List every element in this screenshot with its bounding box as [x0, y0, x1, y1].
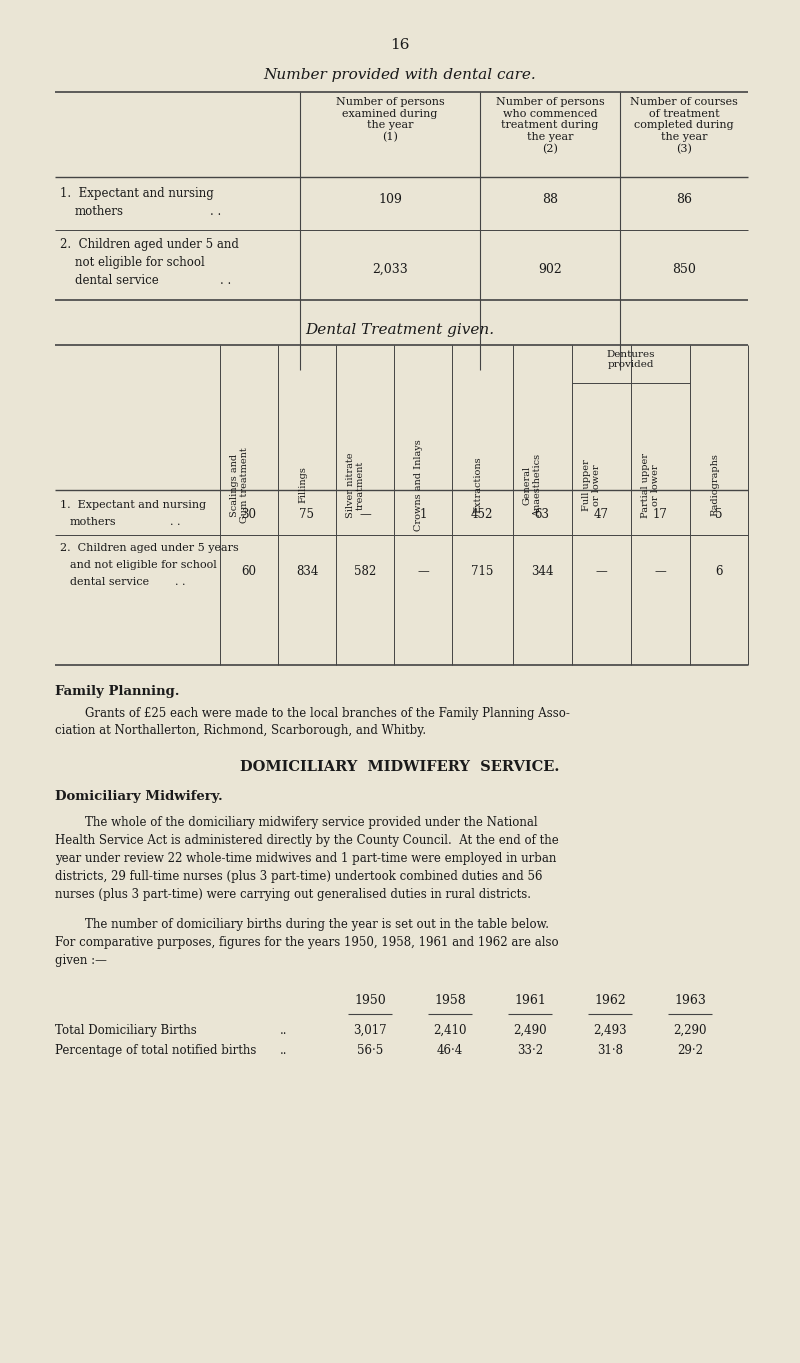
- Text: districts, 29 full-time nurses (plus 3 part-time) undertook combined duties and : districts, 29 full-time nurses (plus 3 p…: [55, 870, 542, 883]
- Text: given :—: given :—: [55, 954, 107, 966]
- Text: 30: 30: [242, 508, 257, 521]
- Text: —: —: [417, 566, 429, 578]
- Text: Partial upper
or lower: Partial upper or lower: [641, 453, 660, 518]
- Text: 452: 452: [471, 508, 493, 521]
- Text: mothers: mothers: [70, 517, 117, 527]
- Text: 29·2: 29·2: [677, 1044, 703, 1056]
- Text: Full upper
or lower: Full upper or lower: [582, 459, 601, 511]
- Text: 63: 63: [534, 508, 550, 521]
- Text: 2,290: 2,290: [674, 1024, 706, 1037]
- Text: For comparative purposes, figures for the years 1950, 1958, 1961 and 1962 are al: For comparative purposes, figures for th…: [55, 936, 558, 949]
- Text: 1950: 1950: [354, 994, 386, 1007]
- Text: DOMICILIARY  MIDWIFERY  SERVICE.: DOMICILIARY MIDWIFERY SERVICE.: [240, 761, 560, 774]
- Text: . .: . .: [210, 204, 222, 218]
- Text: 2,410: 2,410: [434, 1024, 466, 1037]
- Text: not eligible for school: not eligible for school: [75, 256, 205, 269]
- Text: 715: 715: [471, 566, 493, 578]
- Text: 5: 5: [715, 508, 722, 521]
- Text: 17: 17: [653, 508, 667, 521]
- Text: 850: 850: [672, 263, 696, 275]
- Text: 46·4: 46·4: [437, 1044, 463, 1056]
- Text: 2.  Children aged under 5 and: 2. Children aged under 5 and: [60, 239, 239, 251]
- Text: Number of courses
of treatment
completed during
the year
(3): Number of courses of treatment completed…: [630, 97, 738, 154]
- Text: Fillings: Fillings: [298, 466, 307, 503]
- Text: 1: 1: [419, 508, 426, 521]
- Text: 1.  Expectant and nursing: 1. Expectant and nursing: [60, 187, 214, 200]
- Text: The number of domiciliary births during the year is set out in the table below.: The number of domiciliary births during …: [85, 919, 549, 931]
- Text: Health Service Act is administered directly by the County Council.  At the end o: Health Service Act is administered direc…: [55, 834, 558, 846]
- Text: . .: . .: [170, 517, 181, 527]
- Text: General
Anaesthetics: General Anaesthetics: [522, 454, 542, 517]
- Text: 902: 902: [538, 263, 562, 275]
- Text: 1963: 1963: [674, 994, 706, 1007]
- Text: 582: 582: [354, 566, 376, 578]
- Text: 3,017: 3,017: [353, 1024, 387, 1037]
- Text: Number provided with dental care.: Number provided with dental care.: [264, 68, 536, 82]
- Text: Total Domiciliary Births: Total Domiciliary Births: [55, 1024, 197, 1037]
- Text: Radiographs: Radiographs: [710, 454, 719, 517]
- Text: —: —: [359, 508, 371, 521]
- Text: dental service: dental service: [75, 274, 158, 288]
- Text: dental service: dental service: [70, 577, 149, 587]
- Text: and not eligible for school: and not eligible for school: [70, 560, 217, 570]
- Text: 1962: 1962: [594, 994, 626, 1007]
- Text: 16: 16: [390, 38, 410, 52]
- Text: 1958: 1958: [434, 994, 466, 1007]
- Text: 86: 86: [676, 194, 692, 206]
- Text: Crowns and Inlays: Crowns and Inlays: [414, 439, 423, 530]
- Text: —: —: [595, 566, 607, 578]
- Text: 2,490: 2,490: [513, 1024, 547, 1037]
- Text: Family Planning.: Family Planning.: [55, 686, 179, 698]
- Text: Dentures
provided: Dentures provided: [606, 350, 655, 369]
- Text: 88: 88: [542, 194, 558, 206]
- Text: Dental Treatment given.: Dental Treatment given.: [306, 323, 494, 337]
- Text: 60: 60: [242, 566, 257, 578]
- Text: Scalings and
Gum treatment: Scalings and Gum treatment: [230, 447, 249, 523]
- Text: 31·8: 31·8: [597, 1044, 623, 1056]
- Text: mothers: mothers: [75, 204, 124, 218]
- Text: Grants of £25 each were made to the local branches of the Family Planning Asso-: Grants of £25 each were made to the loca…: [85, 707, 570, 720]
- Text: 2,493: 2,493: [593, 1024, 627, 1037]
- Text: 834: 834: [296, 566, 318, 578]
- Text: Silver nitrate
treatment: Silver nitrate treatment: [346, 453, 365, 518]
- Text: Number of persons
examined during
the year
(1): Number of persons examined during the ye…: [336, 97, 444, 142]
- Text: ..: ..: [280, 1044, 287, 1056]
- Text: —: —: [654, 566, 666, 578]
- Text: ..: ..: [280, 1024, 287, 1037]
- Text: year under review 22 whole-time midwives and 1 part-time were employed in urban: year under review 22 whole-time midwives…: [55, 852, 556, 866]
- Text: Extractions: Extractions: [473, 457, 482, 514]
- Text: 47: 47: [594, 508, 609, 521]
- Text: 33·2: 33·2: [517, 1044, 543, 1056]
- Text: Percentage of total notified births: Percentage of total notified births: [55, 1044, 256, 1056]
- Text: . .: . .: [175, 577, 186, 587]
- Text: 1961: 1961: [514, 994, 546, 1007]
- Text: Number of persons
who commenced
treatment during
the year
(2): Number of persons who commenced treatmen…: [496, 97, 604, 154]
- Text: 2,033: 2,033: [372, 263, 408, 275]
- Text: nurses (plus 3 part-time) were carrying out generalised duties in rural district: nurses (plus 3 part-time) were carrying …: [55, 889, 531, 901]
- Text: 6: 6: [715, 566, 722, 578]
- Text: 56·5: 56·5: [357, 1044, 383, 1056]
- Text: Domiciliary Midwifery.: Domiciliary Midwifery.: [55, 791, 222, 803]
- Text: The whole of the domiciliary midwifery service provided under the National: The whole of the domiciliary midwifery s…: [85, 816, 538, 829]
- Text: 109: 109: [378, 194, 402, 206]
- Text: 1.  Expectant and nursing: 1. Expectant and nursing: [60, 500, 206, 510]
- Text: 344: 344: [530, 566, 554, 578]
- Text: ciation at Northallerton, Richmond, Scarborough, and Whitby.: ciation at Northallerton, Richmond, Scar…: [55, 724, 426, 737]
- Text: . .: . .: [220, 274, 231, 288]
- Text: 75: 75: [299, 508, 314, 521]
- Text: 2.  Children aged under 5 years: 2. Children aged under 5 years: [60, 542, 238, 553]
